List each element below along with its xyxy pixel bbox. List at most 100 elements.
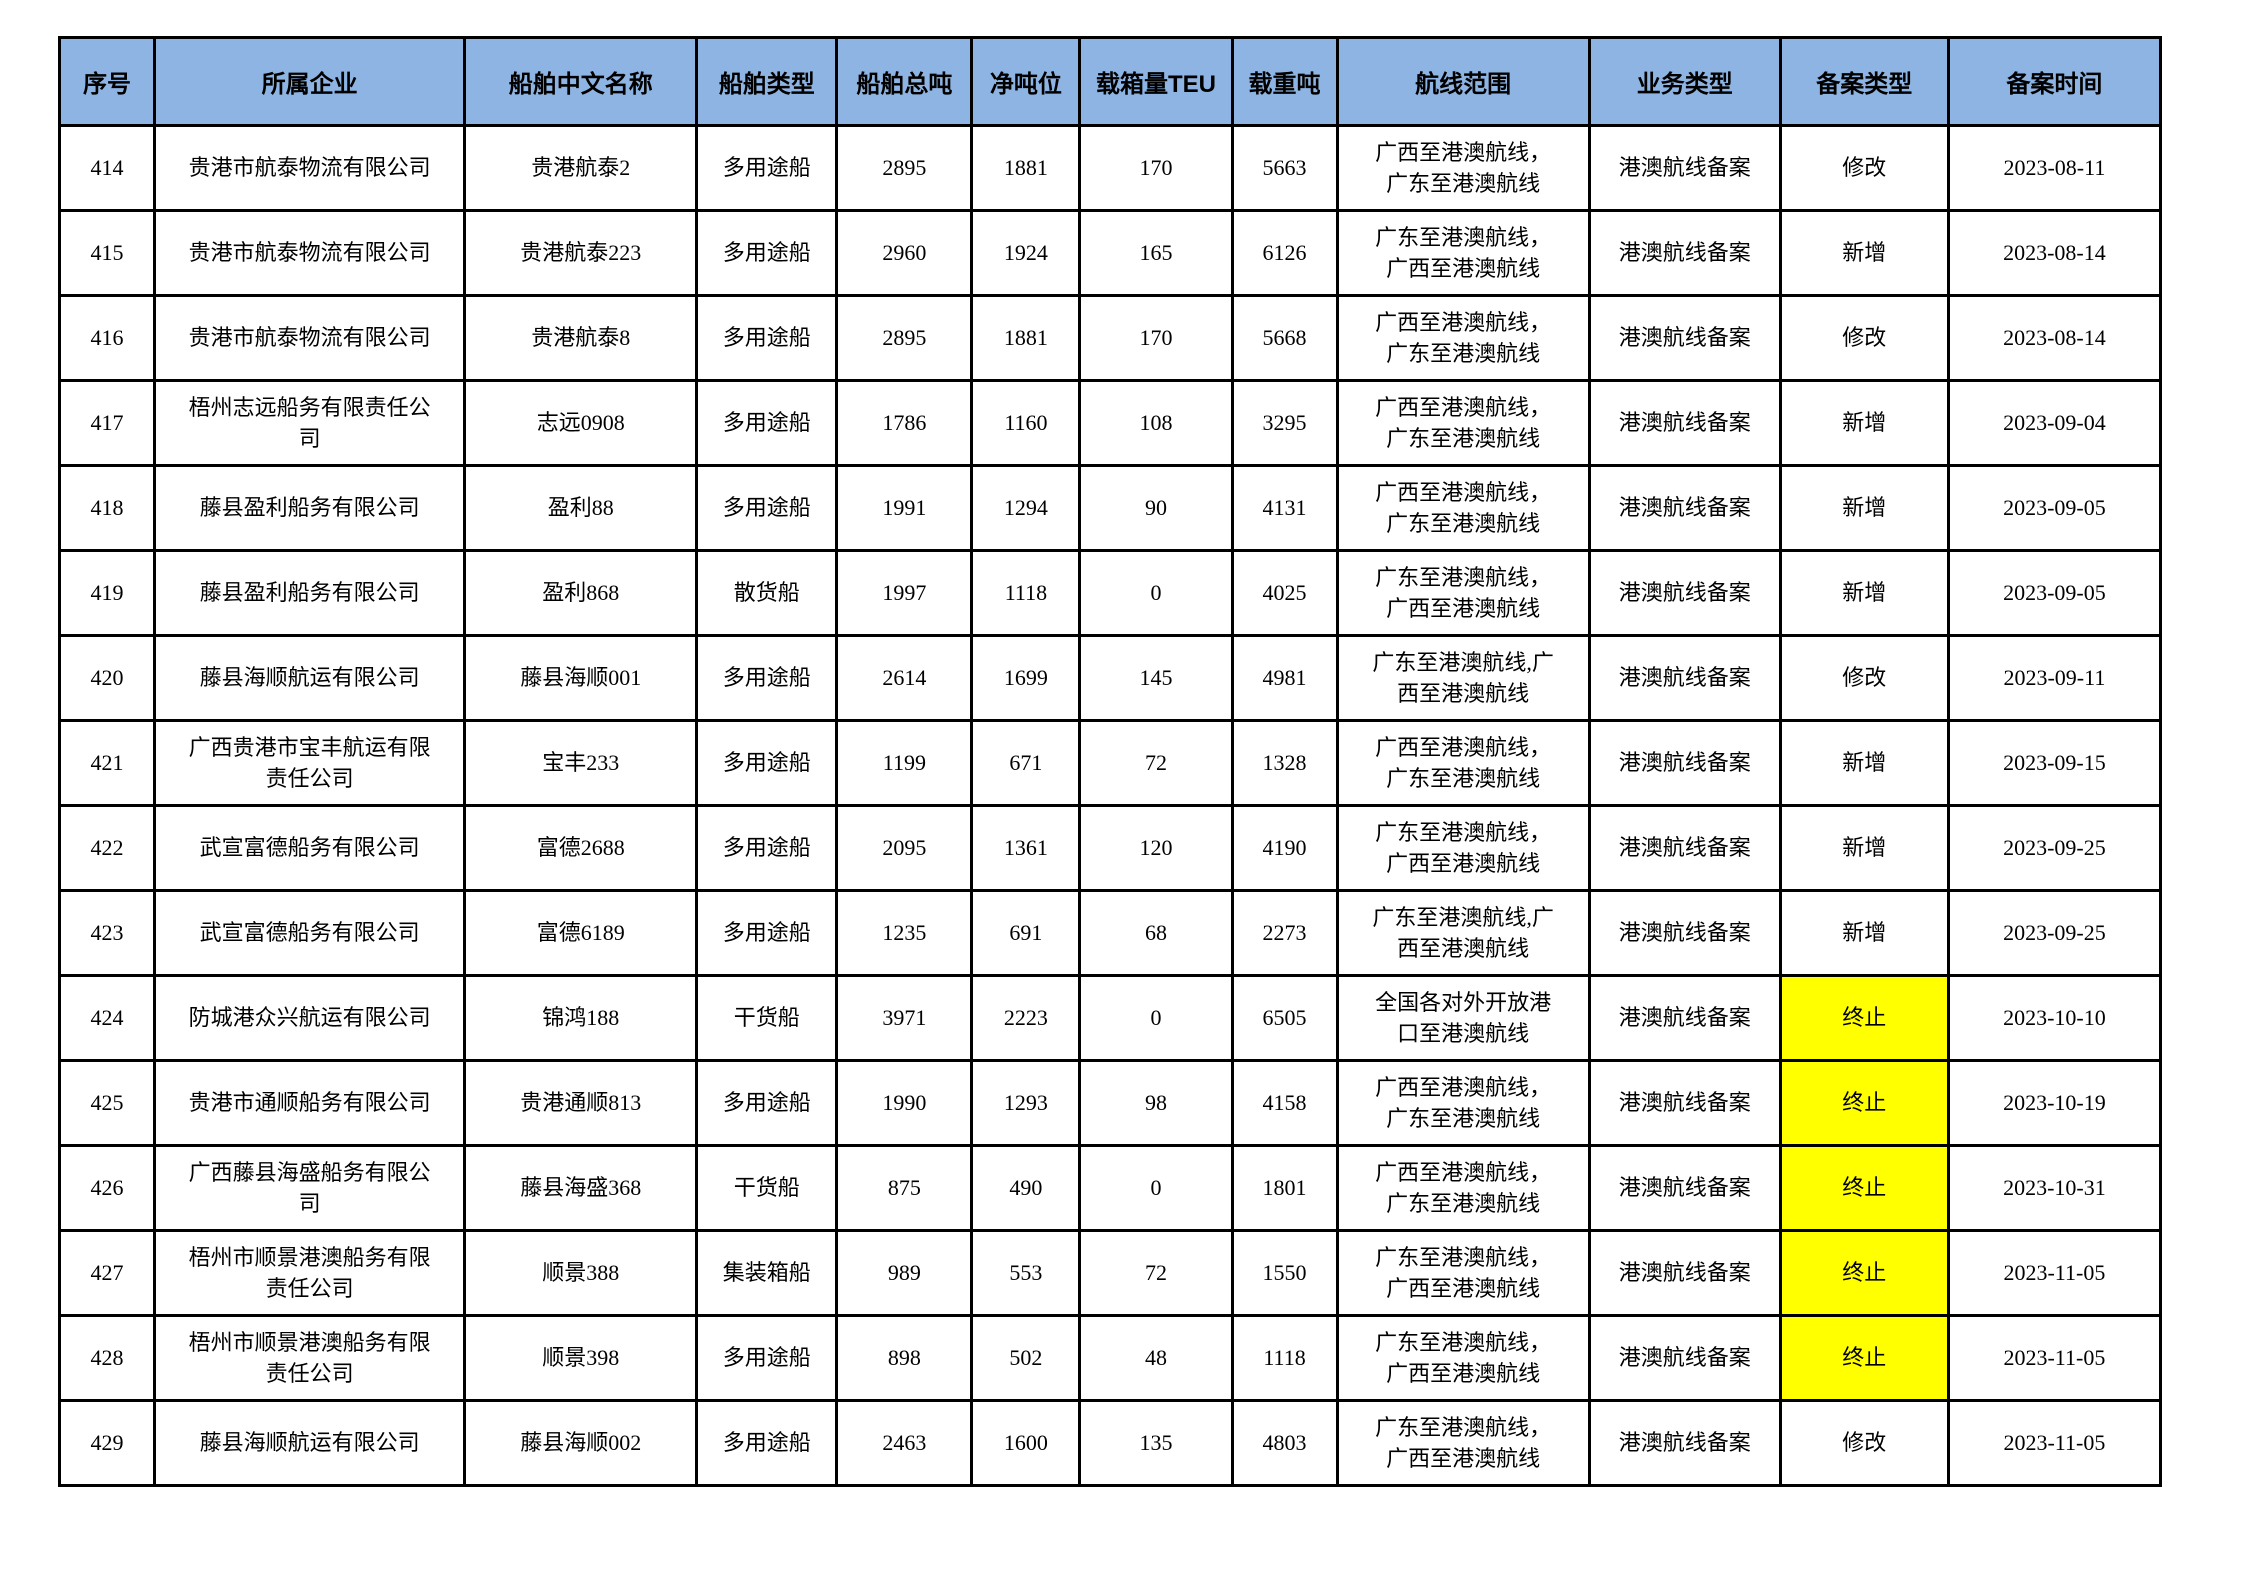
- cell-gross_tonnage: 1235: [835, 889, 974, 977]
- column-header-business_type: 业务类型: [1587, 36, 1782, 127]
- cell-record_type: 终止: [1778, 1314, 1950, 1402]
- cell-ship_name: 贵港航泰2: [463, 124, 699, 212]
- cell-company: 贵港市通顺船务有限公司: [153, 1059, 467, 1147]
- cell-seq: 429: [57, 1399, 157, 1487]
- cell-route: 广西至港澳航线， 广东至港澳航线: [1335, 379, 1591, 467]
- cell-deadweight: 4025: [1230, 549, 1339, 637]
- cell-teu: 72: [1078, 1229, 1234, 1317]
- cell-route: 广西至港澳航线， 广东至港澳航线: [1335, 719, 1591, 807]
- cell-ship_name: 盈利868: [463, 549, 699, 637]
- cell-deadweight: 6505: [1230, 974, 1339, 1062]
- cell-deadweight: 1328: [1230, 719, 1339, 807]
- cell-deadweight: 6126: [1230, 209, 1339, 297]
- cell-ship_type: 多用途船: [695, 379, 839, 467]
- cell-business_type: 港澳航线备案: [1587, 1059, 1782, 1147]
- cell-record_date: 2023-10-19: [1946, 1059, 2163, 1147]
- cell-record_date: 2023-09-04: [1946, 379, 2163, 467]
- cell-company: 广西藤县海盛船务有限公 司: [153, 1144, 467, 1232]
- cell-record_type: 终止: [1778, 1059, 1950, 1147]
- cell-company: 贵港市航泰物流有限公司: [153, 294, 467, 382]
- table-row: 421 广西贵港市宝丰航运有限 责任公司 宝丰233 多用途船 1199 671 72 132…: [57, 719, 2163, 807]
- cell-seq: 414: [57, 124, 157, 212]
- cell-record_date: 2023-11-05: [1946, 1314, 2163, 1402]
- cell-deadweight: 1118: [1230, 1314, 1339, 1402]
- column-header-gross_tonnage: 船舶总吨: [835, 36, 974, 127]
- cell-ship_type: 多用途船: [695, 889, 839, 977]
- cell-deadweight: 5663: [1230, 124, 1339, 212]
- cell-net_tonnage: 502: [970, 1314, 1082, 1402]
- cell-gross_tonnage: 2895: [835, 294, 974, 382]
- cell-ship_name: 锦鸿188: [463, 974, 699, 1062]
- cell-record_date: 2023-11-05: [1946, 1229, 2163, 1317]
- table-row: 414 贵港市航泰物流有限公司 贵港航泰2 多用途船 2895 1881 170 5663 广西…: [57, 124, 2163, 212]
- table-row: 427 梧州市顺景港澳船务有限 责任公司 顺景388 集装箱船 989 553 72 1550…: [57, 1229, 2163, 1317]
- cell-ship_type: 干货船: [695, 974, 839, 1062]
- cell-route: 广西至港澳航线， 广东至港澳航线: [1335, 1059, 1591, 1147]
- cell-record_date: 2023-08-11: [1946, 124, 2163, 212]
- cell-company: 武宣富德船务有限公司: [153, 804, 467, 892]
- cell-route: 广东至港澳航线， 广西至港澳航线: [1335, 1314, 1591, 1402]
- cell-gross_tonnage: 989: [835, 1229, 974, 1317]
- cell-ship_type: 多用途船: [695, 1059, 839, 1147]
- cell-net_tonnage: 1600: [970, 1399, 1082, 1487]
- cell-gross_tonnage: 3971: [835, 974, 974, 1062]
- header-row: 序号 所属企业 船舶中文名称 船舶类型 船舶总吨 净吨位 载箱量TEU 载重吨 航线范围 业务类型…: [57, 36, 2163, 127]
- cell-company: 梧州市顺景港澳船务有限 责任公司: [153, 1229, 467, 1317]
- cell-seq: 428: [57, 1314, 157, 1402]
- cell-deadweight: 3295: [1230, 379, 1339, 467]
- cell-record_type: 新增: [1778, 719, 1950, 807]
- cell-seq: 416: [57, 294, 157, 382]
- cell-route: 广西至港澳航线， 广东至港澳航线: [1335, 1144, 1591, 1232]
- cell-deadweight: 2273: [1230, 889, 1339, 977]
- cell-company: 梧州市顺景港澳船务有限 责任公司: [153, 1314, 467, 1402]
- cell-record_type: 修改: [1778, 634, 1950, 722]
- cell-ship_type: 多用途船: [695, 464, 839, 552]
- cell-net_tonnage: 691: [970, 889, 1082, 977]
- column-header-ship_type: 船舶类型: [695, 36, 839, 127]
- cell-record_date: 2023-08-14: [1946, 294, 2163, 382]
- cell-teu: 98: [1078, 1059, 1234, 1147]
- cell-business_type: 港澳航线备案: [1587, 1144, 1782, 1232]
- table-row: 428 梧州市顺景港澳船务有限 责任公司 顺景398 多用途船 898 502 48 1118…: [57, 1314, 2163, 1402]
- cell-seq: 426: [57, 1144, 157, 1232]
- cell-business_type: 港澳航线备案: [1587, 464, 1782, 552]
- cell-gross_tonnage: 1786: [835, 379, 974, 467]
- cell-business_type: 港澳航线备案: [1587, 719, 1782, 807]
- cell-net_tonnage: 1294: [970, 464, 1082, 552]
- cell-ship_type: 多用途船: [695, 804, 839, 892]
- cell-gross_tonnage: 898: [835, 1314, 974, 1402]
- cell-route: 广西至港澳航线， 广东至港澳航线: [1335, 294, 1591, 382]
- cell-record_type: 新增: [1778, 464, 1950, 552]
- column-header-record_type: 备案类型: [1778, 36, 1950, 127]
- ship-filing-records-table: 序号 所属企业 船舶中文名称 船舶类型 船舶总吨 净吨位 载箱量TEU 载重吨 航线范围 业务类型…: [57, 36, 2163, 1487]
- cell-ship_name: 藤县海顺001: [463, 634, 699, 722]
- cell-route: 广东至港澳航线， 广西至港澳航线: [1335, 804, 1591, 892]
- table-row: 415 贵港市航泰物流有限公司 贵港航泰223 多用途船 2960 1924 165 6126…: [57, 209, 2163, 297]
- cell-ship_type: 多用途船: [695, 719, 839, 807]
- cell-company: 武宣富德船务有限公司: [153, 889, 467, 977]
- cell-deadweight: 4158: [1230, 1059, 1339, 1147]
- cell-seq: 424: [57, 974, 157, 1062]
- cell-deadweight: 1801: [1230, 1144, 1339, 1232]
- cell-deadweight: 4190: [1230, 804, 1339, 892]
- table-row: 423 武宣富德船务有限公司 富德6189 多用途船 1235 691 68 2273 广东至港…: [57, 889, 2163, 977]
- cell-record_date: 2023-09-05: [1946, 464, 2163, 552]
- cell-record_type: 修改: [1778, 1399, 1950, 1487]
- cell-record_date: 2023-08-14: [1946, 209, 2163, 297]
- cell-ship_name: 宝丰233: [463, 719, 699, 807]
- cell-record_date: 2023-09-05: [1946, 549, 2163, 637]
- cell-seq: 425: [57, 1059, 157, 1147]
- table-row: 426 广西藤县海盛船务有限公 司藤县海盛368 干货船 875 490 0 1801 广西至…: [57, 1144, 2163, 1232]
- cell-company: 贵港市航泰物流有限公司: [153, 209, 467, 297]
- cell-business_type: 港澳航线备案: [1587, 124, 1782, 212]
- cell-net_tonnage: 553: [970, 1229, 1082, 1317]
- cell-record_type: 新增: [1778, 209, 1950, 297]
- cell-teu: 72: [1078, 719, 1234, 807]
- cell-business_type: 港澳航线备案: [1587, 974, 1782, 1062]
- cell-seq: 420: [57, 634, 157, 722]
- cell-teu: 48: [1078, 1314, 1234, 1402]
- cell-net_tonnage: 671: [970, 719, 1082, 807]
- cell-net_tonnage: 490: [970, 1144, 1082, 1232]
- cell-ship_type: 多用途船: [695, 294, 839, 382]
- cell-ship_type: 多用途船: [695, 634, 839, 722]
